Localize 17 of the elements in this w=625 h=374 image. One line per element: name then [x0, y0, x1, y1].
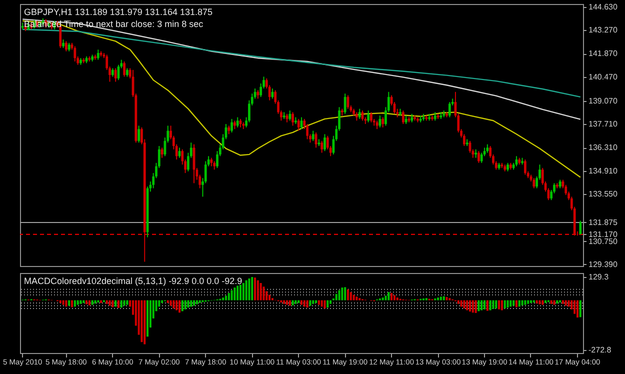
y-tick-label: 144.630 — [588, 2, 618, 12]
y-tick-label: 139.070 — [588, 96, 618, 106]
y-tick-label: 130.750 — [588, 236, 618, 246]
y-tick-label: 134.910 — [588, 166, 618, 176]
y-tick-label: 141.870 — [588, 49, 618, 58]
y-tick-label: 136.310 — [588, 143, 618, 152]
y-tick-label: -272.8 — [588, 345, 612, 354]
y-tick-label: 140.470 — [588, 72, 618, 82]
y-tick-label: 131.875 — [588, 218, 618, 227]
y-tick-label: 129.390 — [588, 260, 618, 269]
y-tick-label: 133.550 — [588, 190, 618, 199]
chart-title: MACDColoredv102decimal (5,13,1) -92.9 0.0 0.0 -92.9 — [24, 276, 242, 286]
chart-title: GBPJPY,H1 131.189 131.979 131.164 131.875 — [24, 7, 212, 17]
y-tick-label: 129.3 — [588, 272, 610, 282]
y-tick-label: 143.270 — [588, 25, 618, 34]
y-tick-label: 131.170 — [588, 230, 618, 239]
y-tick-label: 137.710 — [588, 119, 618, 128]
